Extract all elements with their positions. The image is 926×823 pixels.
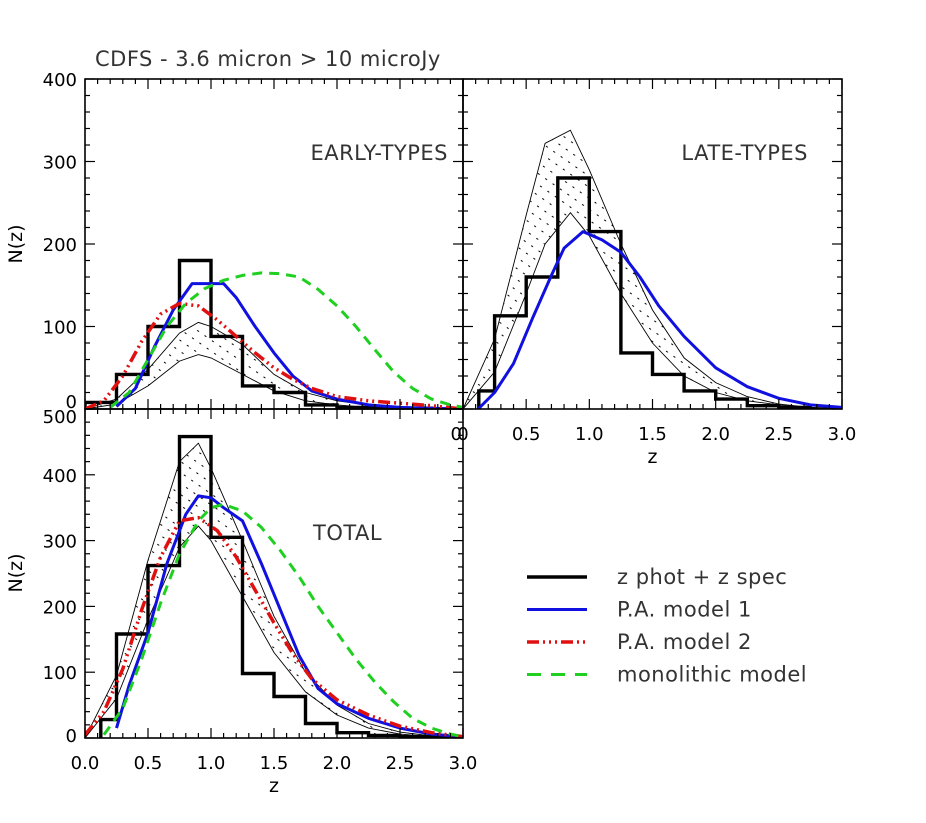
legend-item-hist: z phot + z spec: [527, 565, 787, 589]
x-tick-label-late: 0.5: [512, 424, 541, 445]
ticks-late: [462, 78, 843, 410]
x-tick-label-late: 2.5: [765, 424, 794, 445]
x-tick-label-late: 3.0: [828, 424, 857, 445]
x-tick-label-late: 2.0: [701, 424, 730, 445]
y-axis-title-early: N(z): [5, 224, 27, 263]
series-pa1: [477, 230, 842, 409]
y-tick-label-total: 500: [43, 407, 77, 428]
uncertainty-band: [85, 322, 463, 409]
panels: 0 0 100 200 300 400 N(z) EARLY-TYPES 0 0.5 1.0 1.5 2…: [5, 70, 856, 797]
series-pa1: [115, 282, 463, 409]
plot-area-late: [463, 129, 842, 409]
legend-label-pa1: P.A. model 1: [617, 598, 752, 622]
ticks-total: [84, 408, 464, 739]
series-pa1: [115, 494, 463, 738]
series-mono: [102, 502, 463, 738]
plot-area-total: [85, 434, 463, 738]
band-lower-edge: [85, 525, 463, 738]
y-tick-label-total: 200: [43, 597, 77, 618]
plot-area-early: [85, 258, 463, 409]
legend-item-pa2: P.A. model 2: [527, 630, 752, 654]
panel-total: 0.0 0.5 1.0 1.5 2.0 2.5 3.0 0 100 200 300 400 500 z N(…: [5, 407, 477, 797]
x-tick-label-total: 2.0: [323, 753, 352, 774]
x-tick-label-total: 0.0: [71, 753, 100, 774]
legend-label-pa2: P.A. model 2: [617, 630, 752, 654]
x-axis-title-total: z: [269, 775, 279, 797]
x-axis-title-late: z: [648, 446, 658, 468]
x-tick-label-total: 0.5: [134, 753, 163, 774]
panel-early: 0 0 100 200 300 400 N(z) EARLY-TYPES: [5, 70, 464, 445]
panel-label-late: LATE-TYPES: [681, 141, 808, 165]
y-tick-label-early: 300: [43, 153, 77, 174]
x-tick-label-total: 1.5: [260, 753, 289, 774]
series-pa2: [85, 515, 463, 738]
y-tick-label-total: 100: [43, 663, 77, 684]
y-tick-label-total: 400: [43, 466, 77, 487]
y-tick-label-early: 400: [43, 70, 77, 91]
x-tick-label-early: 0: [451, 424, 462, 445]
series-pa2: [85, 301, 463, 409]
legend-item-pa1: P.A. model 1: [527, 598, 752, 622]
legend-label-mono: monolithic model: [617, 663, 807, 687]
y-tick-label-early: 200: [43, 235, 77, 256]
legend-label-hist: z phot + z spec: [617, 565, 787, 589]
legend: z phot + z spec P.A. model 1 P.A. model 2 m…: [527, 565, 807, 687]
band-upper-edge: [85, 442, 463, 738]
y-tick-label-early: 0: [66, 392, 77, 413]
legend-item-mono: monolithic model: [527, 663, 807, 687]
x-tick-label-total: 3.0: [449, 753, 478, 774]
y-axis-title-total: N(z): [5, 553, 27, 592]
panel-label-total: TOTAL: [312, 521, 382, 545]
x-tick-label-total: 2.5: [386, 753, 415, 774]
series-mono: [109, 271, 463, 409]
x-tick-label-late: 1.0: [575, 424, 604, 445]
y-tick-label-total: 0: [66, 726, 77, 747]
y-tick-label-early: 100: [43, 318, 77, 339]
y-tick-label-total: 300: [43, 532, 77, 553]
frame-early: [84, 78, 464, 410]
band-upper-edge: [463, 129, 842, 409]
figure-title: CDFS - 3.6 micron > 10 microJy: [95, 47, 441, 71]
panel-label-early: EARLY-TYPES: [310, 141, 448, 165]
ticks-early: [84, 78, 464, 410]
x-tick-label-total: 1.0: [197, 753, 226, 774]
x-tick-label-late: 1.5: [638, 424, 667, 445]
